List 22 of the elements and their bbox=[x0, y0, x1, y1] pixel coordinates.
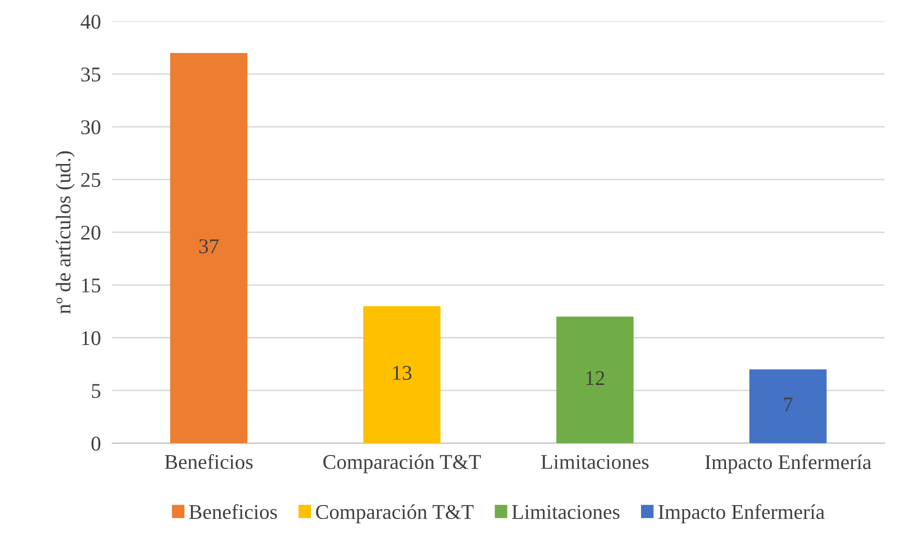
y-tick-label: 5 bbox=[92, 384, 100, 398]
y-tick-label: 40 bbox=[80, 14, 100, 29]
y-tick-label: 25 bbox=[81, 172, 100, 187]
x-tick-label: Impacto Enfermería bbox=[705, 454, 872, 474]
y-tick-label: 0 bbox=[92, 436, 100, 451]
y-tick-label: 35 bbox=[81, 68, 100, 82]
data-label: 13 bbox=[393, 366, 412, 380]
data-label: 12 bbox=[586, 371, 604, 385]
data-label: 7 bbox=[784, 398, 793, 412]
y-axis-title: nº de artículos (ud.) bbox=[56, 151, 75, 314]
x-tick-label: Comparación T&T bbox=[323, 454, 481, 474]
x-tick-label: Beneficios bbox=[164, 454, 253, 469]
legend-label: Comparación T&T bbox=[316, 504, 474, 524]
legend-label: Impacto Enfermería bbox=[658, 504, 825, 524]
y-tick-label: 20 bbox=[81, 226, 100, 240]
legend-label: Limitaciones bbox=[512, 505, 620, 520]
y-tick-label: 30 bbox=[81, 120, 100, 134]
y-tick-label: 10 bbox=[82, 331, 100, 346]
x-tick-label: Limitaciones bbox=[541, 454, 649, 469]
data-label: 37 bbox=[199, 239, 219, 254]
legend-label: Beneficios bbox=[189, 504, 277, 520]
y-tick-label: 15 bbox=[82, 278, 100, 292]
